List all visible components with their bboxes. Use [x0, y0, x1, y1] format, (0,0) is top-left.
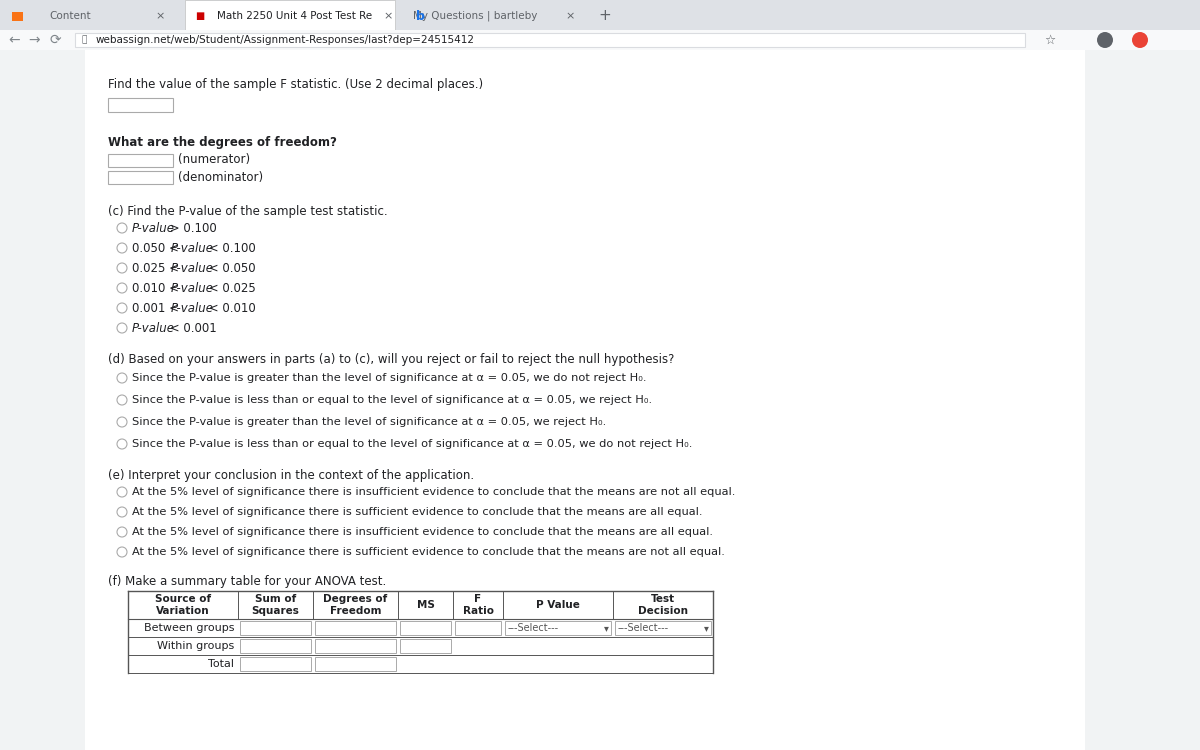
Text: ×: × — [155, 11, 164, 21]
FancyBboxPatch shape — [505, 621, 611, 635]
Text: > 0.100: > 0.100 — [166, 221, 217, 235]
Text: ×: × — [565, 11, 575, 21]
Text: ▾: ▾ — [604, 623, 608, 633]
Text: What are the degrees of freedom?: What are the degrees of freedom? — [108, 136, 337, 149]
Text: Sum of
Squares: Sum of Squares — [252, 594, 300, 616]
Text: 0.010 <: 0.010 < — [132, 281, 182, 295]
FancyBboxPatch shape — [108, 154, 173, 167]
FancyBboxPatch shape — [455, 621, 502, 635]
FancyBboxPatch shape — [400, 621, 451, 635]
Text: 0.025 <: 0.025 < — [132, 262, 182, 274]
Text: (f) Make a summary table for your ANOVA test.: (f) Make a summary table for your ANOVA … — [108, 575, 386, 588]
Text: At the 5% level of significance there is sufficient evidence to conclude that th: At the 5% level of significance there is… — [132, 547, 725, 557]
Text: At the 5% level of significance there is insufficient evidence to conclude that : At the 5% level of significance there is… — [132, 527, 713, 537]
FancyBboxPatch shape — [0, 0, 1200, 30]
FancyBboxPatch shape — [240, 639, 311, 653]
Text: (c) Find the P-value of the sample test statistic.: (c) Find the P-value of the sample test … — [108, 205, 388, 218]
Text: 🔒: 🔒 — [82, 35, 88, 44]
Text: +: + — [599, 8, 611, 23]
FancyBboxPatch shape — [108, 98, 173, 112]
FancyBboxPatch shape — [185, 0, 395, 32]
FancyBboxPatch shape — [616, 621, 710, 635]
Text: ---Select---: ---Select--- — [508, 623, 559, 633]
Text: →: → — [28, 33, 40, 47]
Text: (denominator): (denominator) — [178, 170, 263, 184]
Text: Source of
Variation: Source of Variation — [155, 594, 211, 616]
Text: Between groups: Between groups — [144, 623, 234, 633]
Text: < 0.001: < 0.001 — [166, 322, 217, 334]
Text: P-value: P-value — [132, 322, 175, 334]
Text: b: b — [415, 10, 425, 22]
FancyBboxPatch shape — [85, 50, 1085, 750]
Text: Within groups: Within groups — [157, 641, 234, 651]
FancyBboxPatch shape — [0, 30, 1200, 50]
Text: ⟳: ⟳ — [49, 33, 61, 47]
Text: webassign.net/web/Student/Assignment-Responses/last?dep=24515412: webassign.net/web/Student/Assignment-Res… — [96, 35, 475, 45]
Text: Total: Total — [208, 659, 234, 669]
Text: P Value: P Value — [536, 600, 580, 610]
Text: ■: ■ — [196, 11, 205, 21]
Text: ←: ← — [8, 33, 20, 47]
FancyBboxPatch shape — [400, 639, 451, 653]
FancyBboxPatch shape — [314, 621, 396, 635]
FancyBboxPatch shape — [314, 657, 396, 671]
Text: P-value: P-value — [170, 302, 214, 314]
Text: ▾: ▾ — [703, 623, 708, 633]
Text: (numerator): (numerator) — [178, 154, 250, 166]
Text: Find the value of the sample F statistic. (Use 2 decimal places.): Find the value of the sample F statistic… — [108, 78, 484, 91]
Text: 0.001 <: 0.001 < — [132, 302, 182, 314]
Text: At the 5% level of significance there is insufficient evidence to conclude that : At the 5% level of significance there is… — [132, 487, 736, 497]
Text: Since the P-value is less than or equal to the level of significance at α = 0.05: Since the P-value is less than or equal … — [132, 439, 692, 449]
Text: Math 2250 Unit 4 Post Test Re: Math 2250 Unit 4 Post Test Re — [217, 11, 372, 21]
FancyBboxPatch shape — [12, 12, 23, 21]
Text: P-value: P-value — [170, 262, 214, 274]
Text: P-value: P-value — [170, 281, 214, 295]
FancyBboxPatch shape — [314, 639, 396, 653]
Text: Content: Content — [49, 11, 91, 21]
Text: (e) Interpret your conclusion in the context of the application.: (e) Interpret your conclusion in the con… — [108, 469, 474, 482]
Text: Since the P-value is greater than the level of significance at α = 0.05, we reje: Since the P-value is greater than the le… — [132, 417, 606, 427]
FancyBboxPatch shape — [240, 657, 311, 671]
Text: P-value: P-value — [132, 221, 175, 235]
Text: P-value: P-value — [170, 242, 214, 254]
Text: Test
Decision: Test Decision — [638, 594, 688, 616]
Text: ☆: ☆ — [1044, 34, 1056, 46]
Text: ---Select---: ---Select--- — [618, 623, 670, 633]
Text: MS: MS — [416, 600, 434, 610]
FancyBboxPatch shape — [74, 33, 1025, 47]
Text: At the 5% level of significance there is sufficient evidence to conclude that th: At the 5% level of significance there is… — [132, 507, 702, 517]
FancyBboxPatch shape — [240, 621, 311, 635]
Text: Since the P-value is greater than the level of significance at α = 0.05, we do n: Since the P-value is greater than the le… — [132, 373, 647, 383]
Text: Since the P-value is less than or equal to the level of significance at α = 0.05: Since the P-value is less than or equal … — [132, 395, 652, 405]
Circle shape — [1132, 32, 1148, 48]
Text: < 0.100: < 0.100 — [205, 242, 256, 254]
Text: < 0.025: < 0.025 — [205, 281, 256, 295]
Text: My Questions | bartleby: My Questions | bartleby — [413, 10, 538, 21]
FancyBboxPatch shape — [108, 171, 173, 184]
Text: 0.050 <: 0.050 < — [132, 242, 182, 254]
Text: < 0.050: < 0.050 — [205, 262, 256, 274]
Text: Degrees of
Freedom: Degrees of Freedom — [323, 594, 388, 616]
Text: F
Ratio: F Ratio — [462, 594, 493, 616]
Text: < 0.010: < 0.010 — [205, 302, 256, 314]
Circle shape — [1097, 32, 1114, 48]
Text: (d) Based on your answers in parts (a) to (c), will you reject or fail to reject: (d) Based on your answers in parts (a) t… — [108, 353, 674, 366]
Text: ×: × — [383, 11, 392, 21]
